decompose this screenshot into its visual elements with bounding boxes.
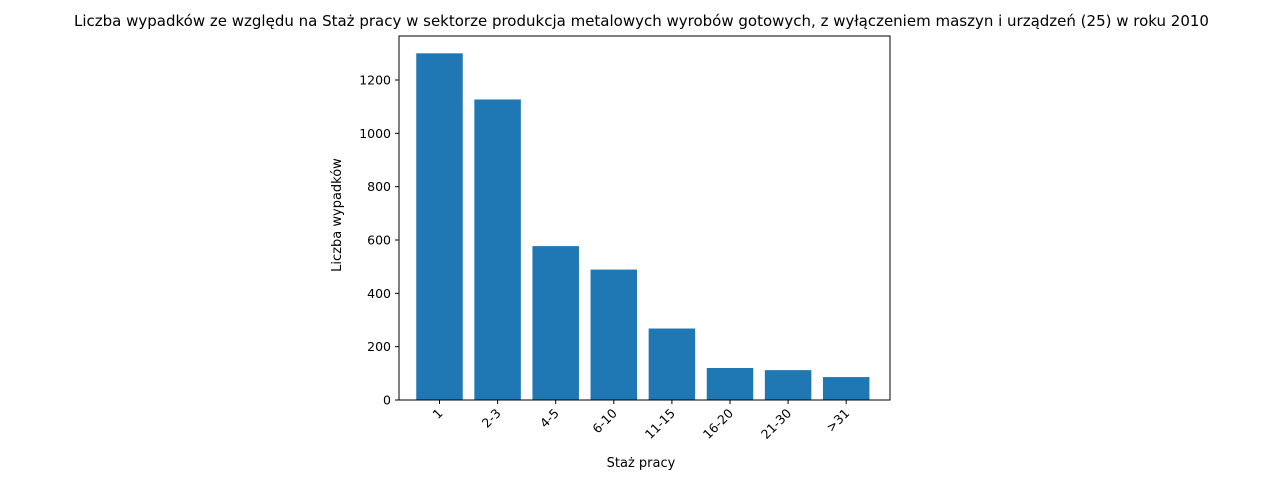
- x-tick-label: >31: [823, 406, 852, 435]
- bar-2-3: [474, 99, 521, 400]
- y-tick-label: 400: [367, 286, 391, 301]
- x-tick-label: 6-10: [589, 405, 620, 436]
- x-axis-label: Staż pracy: [607, 456, 676, 471]
- y-tick-label: 600: [367, 233, 391, 248]
- x-tick-label: 16-20: [700, 405, 736, 441]
- x-tick-label: 2-3: [479, 406, 504, 431]
- bar-11-15: [648, 328, 696, 400]
- bar->31: [822, 377, 870, 400]
- x-tick-label: 11-15: [642, 406, 678, 442]
- axes-frame: [398, 35, 891, 401]
- y-axis-label: Liczba wypadków: [330, 158, 345, 272]
- x-tick-label: 4-5: [537, 406, 562, 431]
- bar-16-20: [706, 368, 754, 400]
- y-tick-label: 0: [383, 393, 391, 408]
- bar-4-5: [532, 246, 579, 400]
- y-tick-label: 1200: [359, 73, 391, 88]
- bar-1: [416, 53, 463, 400]
- bar-21-30: [764, 370, 812, 400]
- y-tick-label: 1000: [359, 126, 391, 141]
- x-tick-label: 21-30: [758, 405, 794, 441]
- x-tick-label: 1: [429, 406, 445, 422]
- chart-title: Liczba wypadków ze względu na Staż pracy…: [74, 12, 1209, 30]
- y-tick-label: 800: [367, 179, 391, 194]
- bar-6-10: [590, 269, 638, 400]
- y-tick-label: 200: [367, 339, 391, 354]
- plot-area: 0 200 400 600 800 1000 1200 1 2-3 4-5 6-10 11-15 16-…: [359, 35, 891, 442]
